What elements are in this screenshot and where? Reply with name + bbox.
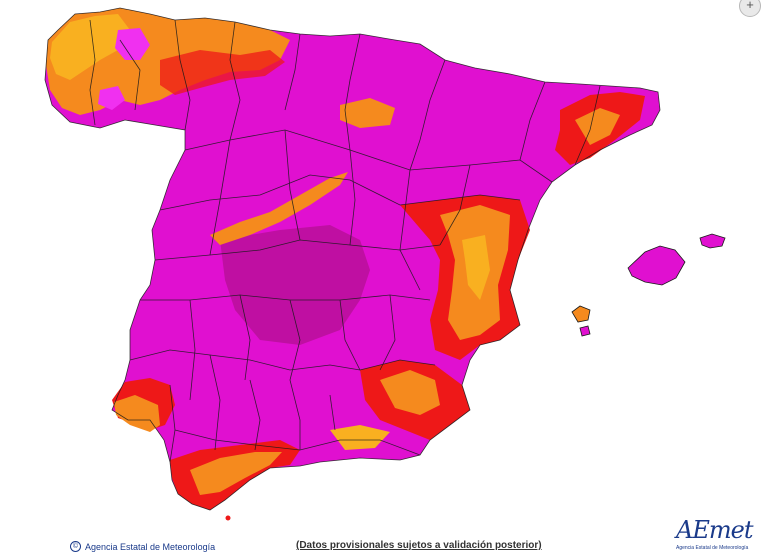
copyright-icon: © <box>70 541 81 552</box>
ceuta-dot <box>225 515 231 521</box>
huelva-coast-orange <box>114 395 160 432</box>
south-coast-orange <box>190 452 282 495</box>
galicia-magenta-pocket <box>115 28 150 60</box>
menorca <box>699 233 726 249</box>
logo-subtitle: Agencia Estatal de Meteorología <box>676 545 749 551</box>
dark-interior <box>220 225 370 345</box>
zoom-button[interactable]: + <box>739 0 761 17</box>
ebro-warm-patch <box>340 98 395 128</box>
copyright-notice: © Agencia Estatal de Meteorología <box>70 541 215 552</box>
catalonia-orange <box>575 108 620 145</box>
logo-text: AEmet <box>676 516 753 544</box>
mallorca <box>627 245 686 286</box>
galicia-magenta-pocket-2 <box>98 86 125 110</box>
southeast-yellow <box>330 425 390 450</box>
cantabric-red <box>160 50 285 95</box>
aemet-logo: AEmet Agencia Estatal de Meteorología <box>676 516 753 552</box>
disclaimer-text: (Datos provisionales sujetos a validació… <box>296 540 542 551</box>
formentera <box>579 325 591 337</box>
central-system-streak <box>210 172 348 245</box>
levante-yellow <box>462 235 490 300</box>
province-borders <box>44 7 661 511</box>
murcia-orange <box>380 370 440 415</box>
ibiza <box>571 305 591 323</box>
galicia-yellow <box>50 14 130 80</box>
agency-name: Agencia Estatal de Meteorología <box>85 541 216 552</box>
